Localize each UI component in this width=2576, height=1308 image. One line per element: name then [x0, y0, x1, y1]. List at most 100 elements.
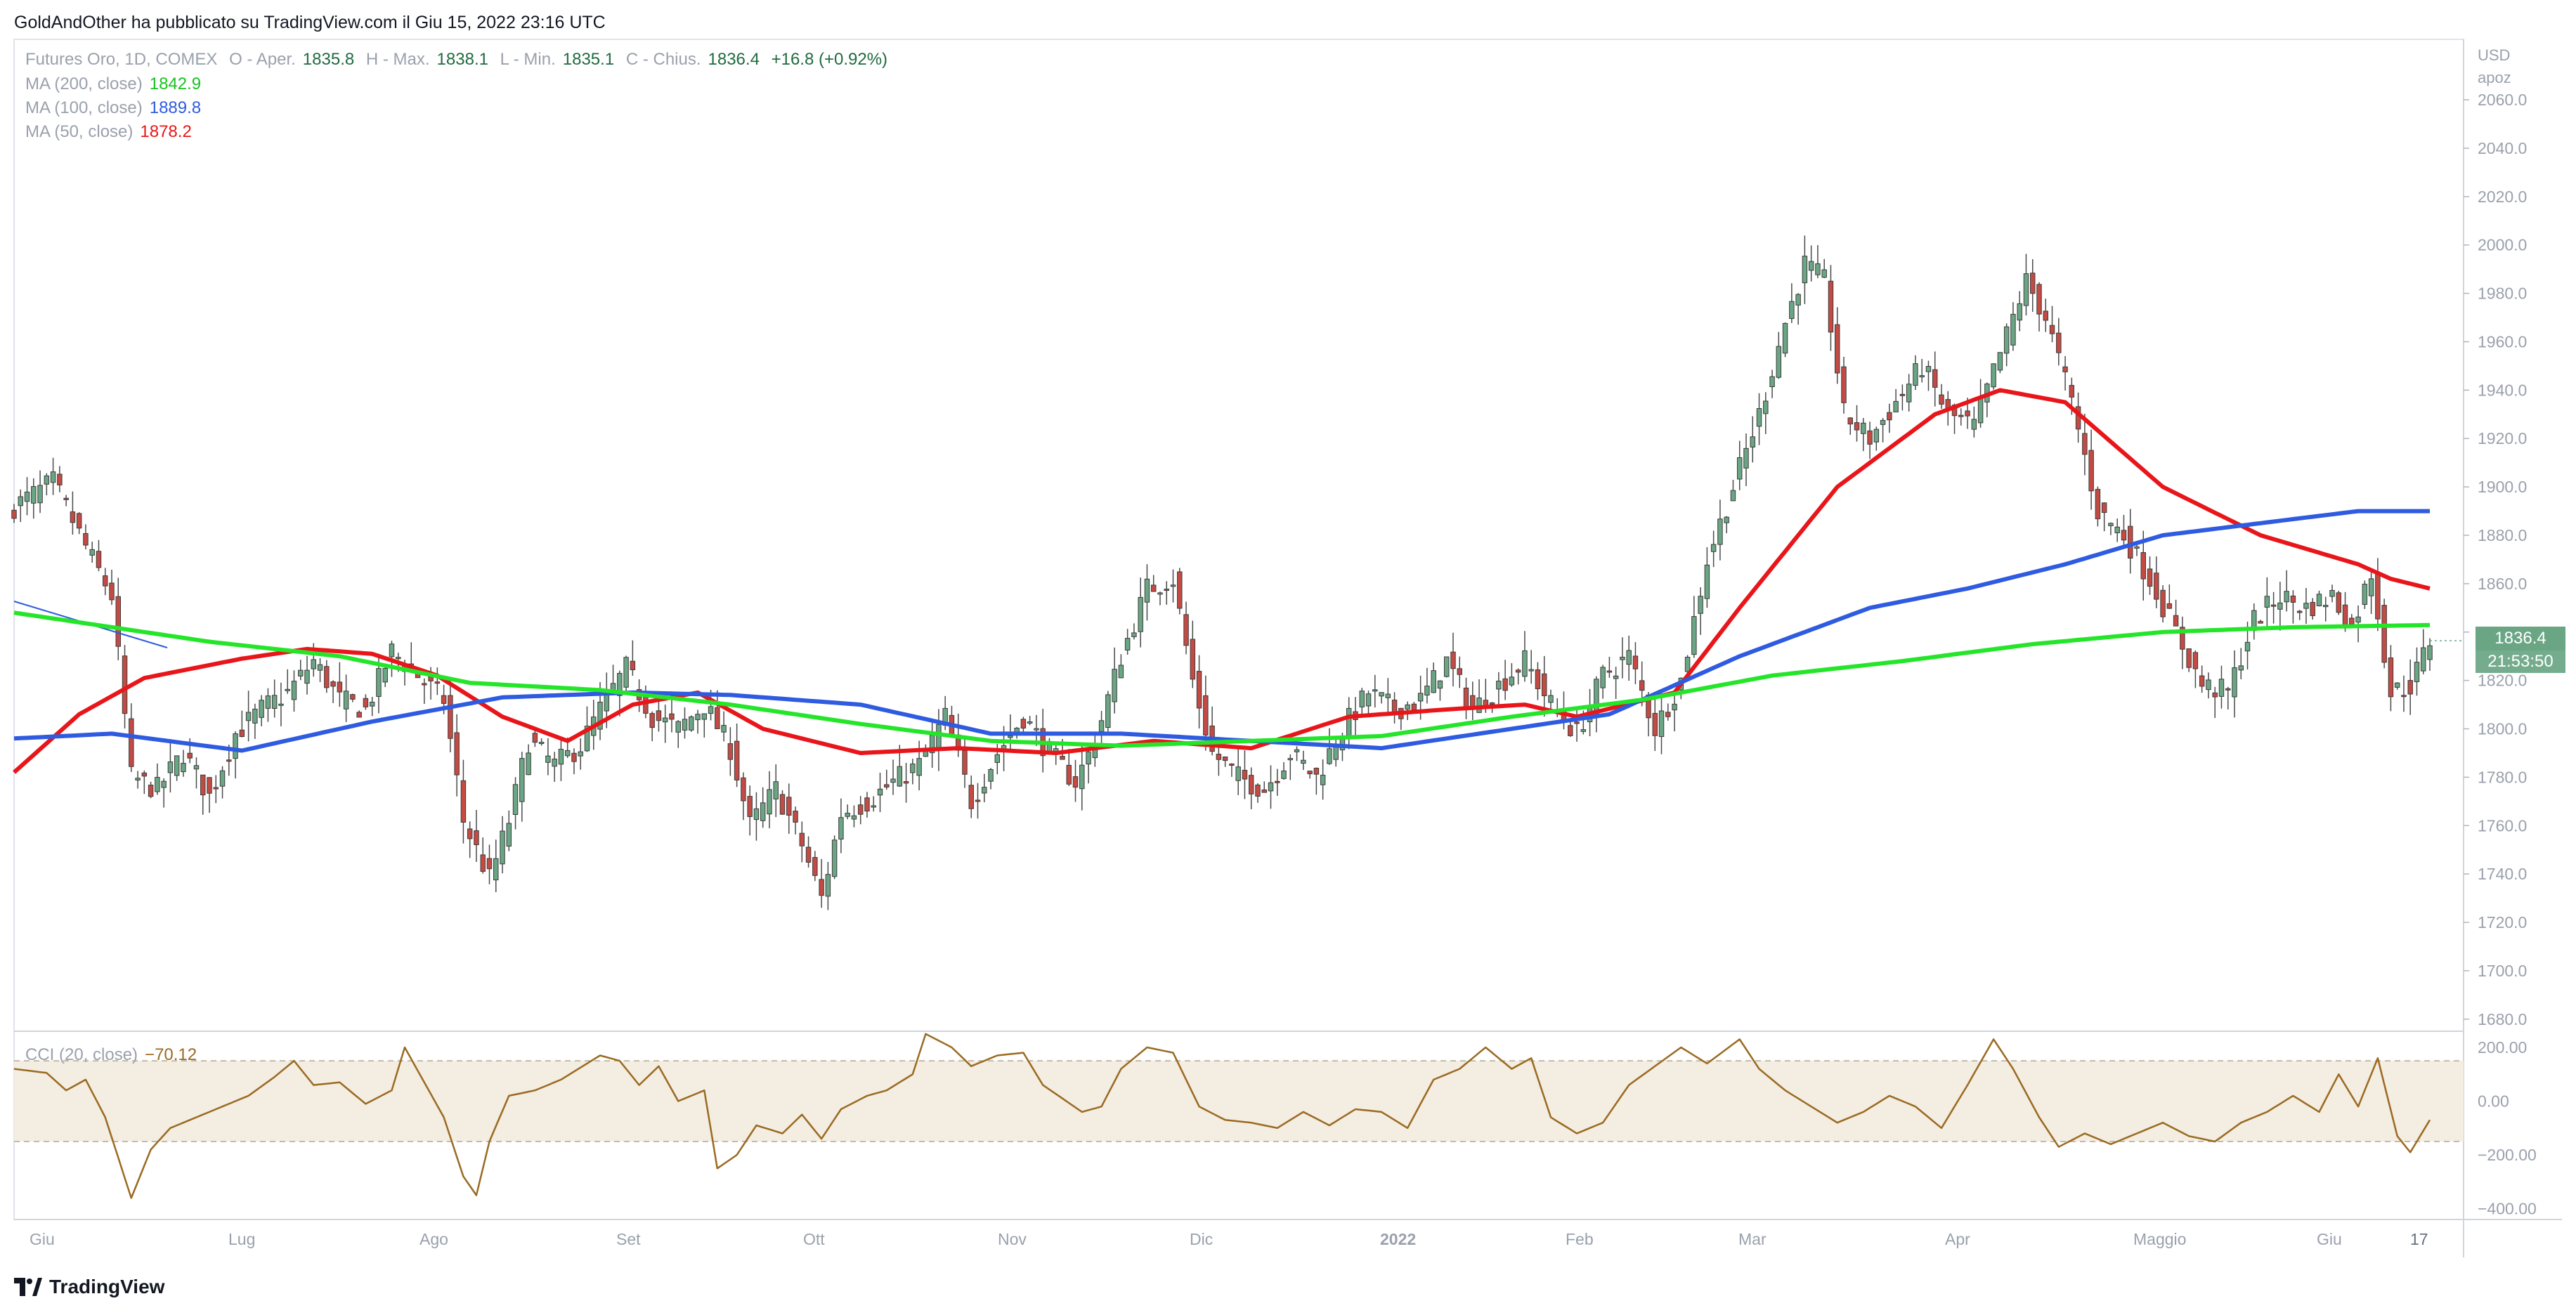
- cci-band-fill: [14, 1061, 2464, 1142]
- candle: [298, 660, 304, 681]
- time-tick-label: 2022: [1380, 1230, 1416, 1248]
- time-axis[interactable]: Giu Lug Ago Set Ott Nov Dic 2022 Feb Mar Apr Maggio…: [30, 1230, 2428, 1248]
- ma50-value: 1878.2: [140, 122, 192, 141]
- candle: [1873, 426, 1880, 451]
- cci-legend[interactable]: CCI (20, close) −70.12: [25, 1045, 204, 1065]
- close-value: 1836.4: [708, 50, 760, 69]
- candle: [545, 738, 551, 776]
- candle: [884, 769, 890, 790]
- ma200-legend[interactable]: MA (200, close) 1842.9: [25, 74, 208, 94]
- candle: [1854, 405, 1860, 442]
- candle: [63, 495, 69, 506]
- time-tick-label: Mar: [1738, 1230, 1767, 1248]
- candle: [1275, 769, 1280, 796]
- price-tick-label: 1720.0: [2478, 913, 2527, 931]
- candle: [1672, 694, 1677, 732]
- candle: [460, 759, 467, 844]
- candle: [1769, 369, 1775, 398]
- ma100-legend[interactable]: MA (100, close) 1889.8: [25, 98, 208, 118]
- candle: [1834, 307, 1840, 384]
- candle: [2180, 616, 2185, 669]
- candle: [1717, 499, 1723, 561]
- candle: [1320, 759, 1326, 800]
- candle: [350, 693, 356, 702]
- candle: [968, 775, 974, 818]
- candle: [1522, 631, 1528, 682]
- candle: [1789, 283, 1795, 323]
- candle: [2108, 522, 2114, 535]
- candle: [2388, 645, 2394, 712]
- candle: [2362, 580, 2368, 609]
- candle: [1150, 575, 1157, 592]
- candle: [1984, 382, 1990, 417]
- price-tick-label: 1920.0: [2478, 429, 2527, 447]
- ma50-legend[interactable]: MA (50, close) 1878.2: [25, 122, 199, 142]
- candle: [2056, 318, 2062, 366]
- candle: [1880, 418, 1886, 443]
- candle: [1040, 708, 1046, 773]
- candle: [2127, 509, 2133, 574]
- candle: [831, 835, 838, 879]
- candle: [1691, 596, 1697, 658]
- candle: [2322, 596, 2329, 622]
- candle: [1574, 707, 1580, 742]
- candle: [219, 766, 226, 799]
- candle: [1743, 433, 1749, 487]
- candle: [89, 542, 95, 563]
- candle: [1620, 637, 1625, 679]
- high-value: 1838.1: [436, 50, 488, 69]
- candle: [1913, 355, 1918, 391]
- candle: [1235, 746, 1241, 795]
- candle: [474, 809, 479, 862]
- candle: [1496, 672, 1502, 708]
- candle: [1229, 763, 1235, 777]
- candle: [1925, 360, 1932, 391]
- candle: [1958, 408, 1964, 426]
- candle: [1710, 530, 1717, 568]
- candle: [1072, 759, 1079, 802]
- symbol-name[interactable]: Futures Oro, 1D, COMEX: [25, 50, 218, 69]
- candle: [1027, 716, 1033, 726]
- candle: [2427, 638, 2433, 671]
- candle: [1313, 767, 1320, 795]
- candle: [1626, 635, 1632, 681]
- candle: [1307, 771, 1313, 779]
- candle: [682, 707, 688, 739]
- candle: [1821, 259, 1827, 278]
- low-value: 1835.1: [562, 50, 615, 69]
- candle: [207, 777, 212, 813]
- candle: [903, 763, 909, 803]
- high-label: H - Max.: [365, 50, 430, 69]
- candle: [1066, 749, 1072, 786]
- candle: [44, 473, 50, 496]
- candle: [83, 524, 89, 549]
- time-tick-label: Set: [616, 1230, 641, 1248]
- candle: [200, 774, 206, 815]
- candle: [1509, 663, 1515, 687]
- candle: [1255, 783, 1261, 803]
- ma100-line: [13, 509, 2430, 753]
- candle: [819, 858, 824, 908]
- candle: [434, 667, 441, 695]
- candle: [1086, 748, 1091, 784]
- price-axis[interactable]: 2060.0 2040.0 2020.0 2000.0 1980.0 1960.0 1940…: [2464, 91, 2527, 1028]
- price-tick-label: 1820.0: [2478, 672, 2527, 690]
- candle: [2251, 603, 2257, 640]
- publish-caption: GoldAndOther ha pubblicato su TradingVie…: [14, 13, 606, 32]
- cci-axis[interactable]: 200.00 0.00 −200.00 −400.00: [2478, 1038, 2537, 1218]
- candle: [500, 816, 505, 874]
- candle: [877, 772, 883, 813]
- candle: [1828, 265, 1834, 351]
- candle: [337, 662, 343, 707]
- tradingview-brand[interactable]: TradingView: [14, 1276, 164, 1298]
- candle: [871, 796, 876, 812]
- candle: [1502, 660, 1508, 700]
- candle: [2414, 647, 2420, 696]
- candle: [2284, 570, 2289, 612]
- cci-tick-label: 200.00: [2478, 1038, 2527, 1057]
- price-tick-label: 1780.0: [2478, 768, 2527, 786]
- candle: [2023, 254, 2029, 316]
- candle: [213, 775, 219, 804]
- candle: [161, 778, 167, 808]
